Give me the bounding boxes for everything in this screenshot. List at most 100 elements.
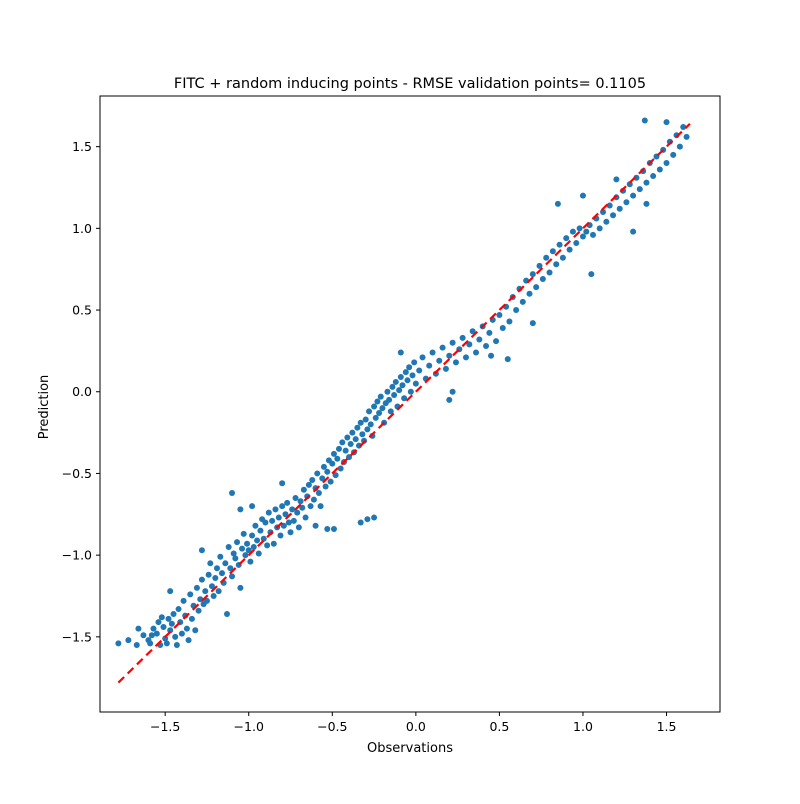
data-point [290,517,297,524]
data-point [234,539,241,546]
data-point [294,509,301,516]
data-point [409,372,416,379]
data-point [317,503,324,510]
data-point [322,483,329,490]
data-point [384,388,391,395]
data-point [249,503,256,510]
y-axis: −1.5 −1.0 −0.5 0.0 0.5 1.0 1.5 [62,139,100,644]
data-point [329,460,336,467]
data-point [663,119,670,126]
data-point [641,117,648,124]
data-point [462,354,469,361]
data-point [553,261,560,268]
data-point [623,199,630,206]
data-point [616,205,623,212]
data-point [583,228,590,235]
data-point [356,442,363,449]
data-point [170,610,177,617]
data-point [160,624,167,631]
data-point [300,486,307,493]
data-point [469,328,476,335]
data-point [389,383,396,390]
data-point [257,527,264,534]
data-point [135,625,142,632]
data-point [402,369,409,376]
data-point [401,395,408,402]
data-point [332,472,339,479]
data-point [397,349,404,356]
data-point [556,241,563,248]
data-point [376,409,383,416]
data-point [262,519,269,526]
data-point [364,426,371,433]
data-point [339,439,346,446]
data-point [656,166,663,173]
x-axis-label: Observations [367,741,453,756]
data-point [442,365,449,372]
data-point [387,408,394,415]
data-point [312,522,319,529]
chart-title: FITC + random inducing points - RMSE val… [174,76,646,92]
x-axis: −1.5 −1.0 −0.5 0.0 0.5 1.0 1.5 [150,712,676,734]
x-tick-label: 1.5 [657,719,677,734]
data-point [588,271,595,278]
data-point [606,202,613,209]
data-point [242,552,249,559]
data-point [275,514,282,521]
data-point [526,290,533,297]
data-point [230,550,237,557]
data-point [202,588,209,595]
data-point [354,424,361,431]
y-tick-label: 0.5 [72,303,92,318]
data-point [178,630,185,637]
data-point [147,640,154,647]
data-point [284,499,291,506]
y-tick-label: −1.0 [62,548,92,563]
data-point [347,441,354,448]
data-point [499,325,506,332]
data-point [299,504,306,511]
data-point [367,421,374,428]
data-point [320,463,327,470]
plot-area [115,117,691,684]
data-point [229,490,236,497]
data-point [374,398,381,405]
data-point [386,396,393,403]
data-point [232,555,239,562]
data-point [287,529,294,536]
data-point [150,625,157,632]
data-point [239,545,246,552]
data-point [237,584,244,591]
data-point [357,519,364,526]
x-tick-label: 1.0 [573,719,593,734]
data-point [115,640,122,647]
data-point [344,434,351,441]
reference-line [117,122,691,684]
data-point [529,320,536,327]
data-point [205,571,212,578]
data-point [153,630,160,637]
data-point [198,576,205,583]
data-point [245,547,252,554]
x-tick-label: −1.5 [150,719,180,734]
data-point [396,387,403,394]
data-point [362,416,369,423]
data-point [229,573,236,580]
data-point [466,341,473,348]
data-point [496,311,503,318]
data-point [217,553,224,560]
data-point [337,465,344,472]
data-point [419,354,426,361]
data-point [404,377,411,384]
data-point [579,192,586,199]
data-point [476,336,483,343]
data-point [227,565,234,572]
data-point [289,506,296,513]
data-point [371,514,378,521]
data-point [292,494,299,501]
x-tick-label: 0.0 [406,719,426,734]
data-point [399,382,406,389]
data-point [264,542,271,549]
data-point [188,615,195,622]
